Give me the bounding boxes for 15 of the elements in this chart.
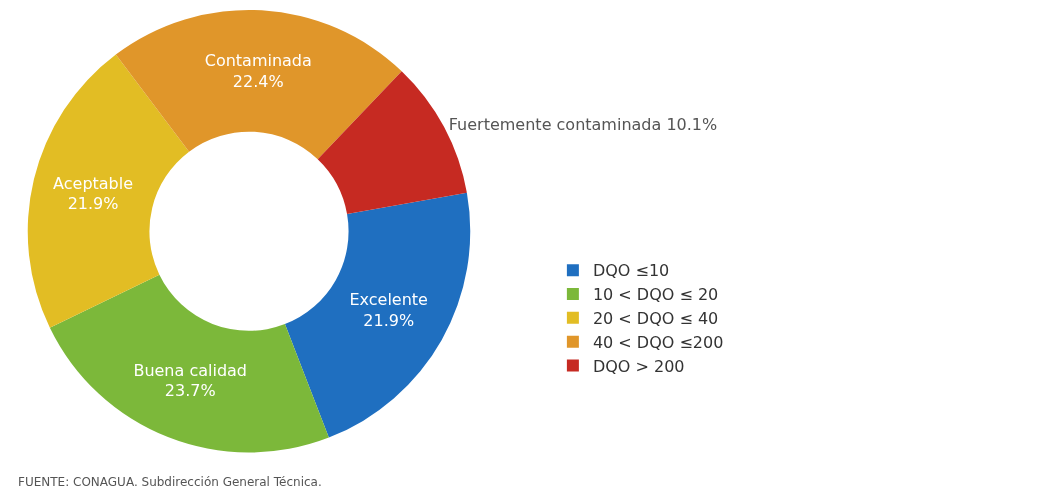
legend-label: 40 < DQO ≤200 [592, 332, 724, 352]
data-label: Contaminada 22.4% [204, 51, 312, 92]
data-label: Fuertemente contaminada 10.1% [448, 115, 718, 135]
legend-label: DQO > 200 [592, 356, 685, 376]
source-note: FUENTE: CONAGUA. Subdirección General Técnica. [18, 475, 322, 489]
legend-label: DQO ≤10 [592, 261, 670, 281]
legend-label: 20 < DQO ≤ 40 [592, 309, 719, 329]
data-label: Buena calidad 23.7% [133, 360, 247, 401]
data-label: Excelente 21.9% [349, 290, 428, 330]
donut-slice [49, 274, 329, 453]
data-label: Aceptable 21.9% [53, 173, 134, 214]
donut-slice [115, 10, 402, 160]
donut-slice [284, 192, 470, 438]
donut-slice [28, 54, 190, 328]
legend-label: 10 < DQO ≤ 20 [592, 285, 719, 305]
